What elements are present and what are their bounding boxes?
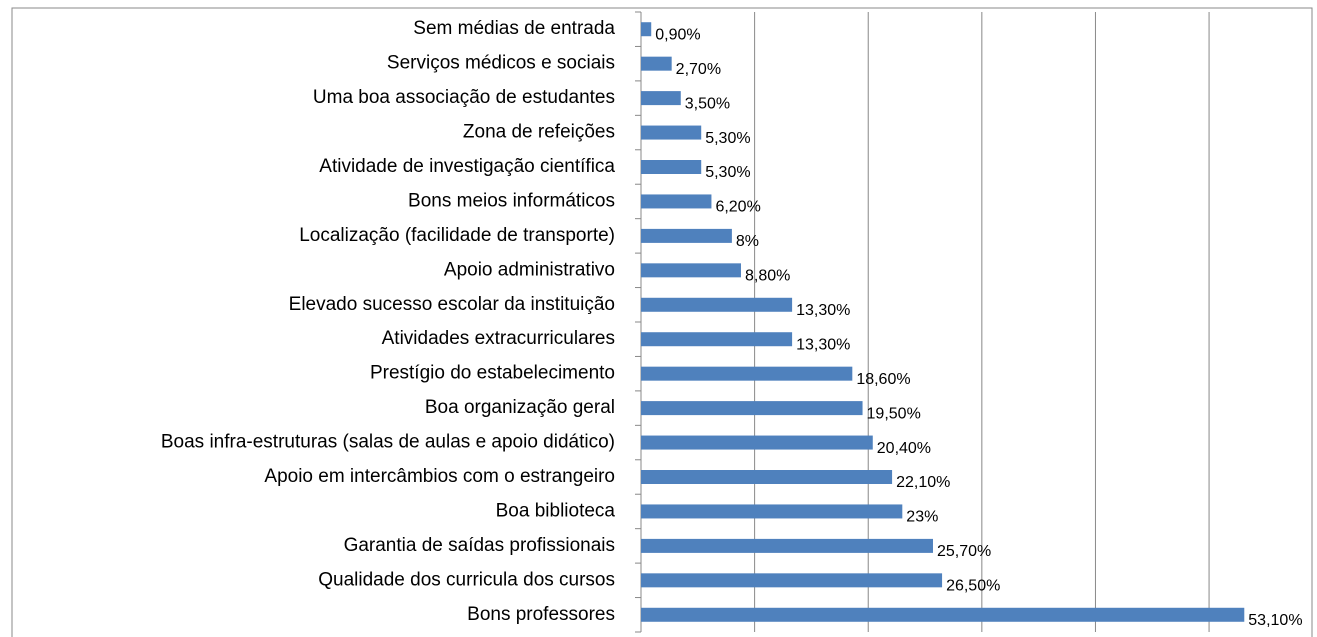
value-label: 18,60% [856,371,910,388]
value-label: 2,70% [676,61,721,78]
category-label: Zona de refeições [463,122,615,143]
value-label: 5,30% [705,164,750,181]
bar [641,228,732,243]
category-label: Boa biblioteca [496,500,616,521]
value-label: 25,70% [937,543,991,560]
value-label: 8,80% [745,268,790,285]
value-label: 6,20% [715,199,760,216]
category-label: Localização (facilidade de transporte) [299,225,615,246]
chart-border [11,7,1313,637]
bar [641,504,903,519]
category-label: Qualidade dos curricula dos cursos [318,569,615,590]
category-label: Prestígio do estabelecimento [370,363,615,384]
category-label: Bons professores [467,604,615,625]
bar [641,401,863,416]
category-label: Apoio em intercâmbios com o estrangeiro [264,466,615,487]
bar [641,297,793,312]
category-label: Bons meios informáticos [408,190,615,211]
bar [641,263,741,278]
value-label: 3,50% [685,95,730,112]
value-label: 13,30% [796,336,850,353]
bar [641,160,702,174]
bar [641,607,1245,622]
value-label: 53,10% [1248,612,1302,629]
bar [641,22,652,37]
category-label: Serviços médicos e sociais [387,53,615,74]
value-label: 26,50% [946,578,1000,595]
category-label: Uma boa associação de estudantes [313,87,615,108]
bar [641,332,793,347]
value-label: 20,40% [877,440,931,457]
bar [641,366,853,381]
value-label: 13,30% [796,302,850,319]
bar [641,56,672,71]
value-label: 0,90% [655,26,700,43]
category-label: Garantia de saídas profissionais [344,535,615,556]
category-label: Apoio administrativo [444,259,615,280]
bar [641,435,873,450]
bar [641,538,933,553]
bar [641,194,712,209]
category-label: Boa organização geral [425,397,615,418]
bar [641,573,943,588]
bar [641,470,893,484]
value-label: 8% [736,233,759,250]
bar [641,125,702,140]
bar [641,91,681,106]
value-label: 5,30% [705,130,750,147]
category-label: Sem médias de entrada [413,18,615,39]
category-label: Atividades extracurriculares [382,328,615,349]
value-label: 22,10% [896,474,950,491]
category-label: Boas infra-estruturas (salas de aulas e … [161,432,615,453]
category-label: Elevado sucesso escolar da instituição [289,294,615,315]
value-label: 19,50% [867,405,921,422]
category-label: Atividade de investigação científica [319,156,615,177]
value-label: 23% [906,509,938,526]
